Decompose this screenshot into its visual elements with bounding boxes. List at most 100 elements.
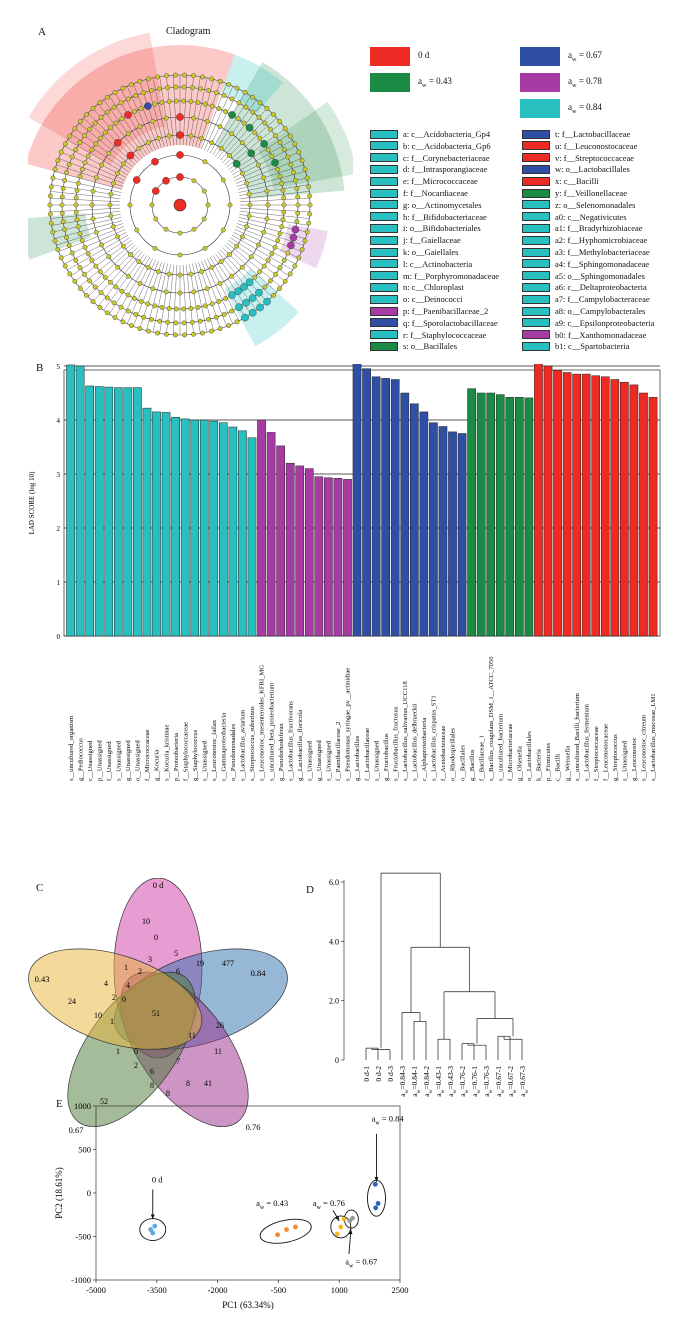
lda-bar (75, 365, 85, 637)
taxon-legend-item: n: c__Chloroplast (370, 281, 464, 293)
lda-bar (591, 375, 601, 637)
cladogram-node (227, 153, 232, 158)
bar-label: s__Unassigned (373, 740, 380, 781)
bar-label: s__Lactobacillus_fermentum (583, 703, 590, 781)
cladogram-node (98, 114, 104, 120)
taxon-label: a9: c__Epsilonproteobacteria (555, 317, 655, 328)
cladogram-node (79, 238, 85, 243)
cladogram-node (306, 220, 312, 226)
dendrogram-leaf-label: aw=0.67-2 (506, 1066, 518, 1097)
cladogram-node (125, 96, 131, 102)
taxon-label: o: c__Deinococci (403, 294, 463, 305)
cladogram-node (74, 217, 80, 222)
cladogram-node (245, 278, 254, 287)
bar-label: f__Lactobacillaceae (364, 728, 371, 781)
cladogram-node (248, 308, 257, 317)
taxon-swatch (370, 271, 398, 281)
cladogram-node (285, 250, 291, 256)
cladogram-node (149, 317, 154, 322)
lda-bar (295, 465, 305, 637)
cladogram-node (115, 170, 121, 176)
cladogram-node (232, 160, 241, 168)
cladogram-node (163, 115, 169, 121)
cladogram-node (78, 286, 83, 291)
x-tick-label: 1000 (331, 1285, 348, 1295)
taxon-swatch (370, 259, 398, 269)
cladogram-node (97, 269, 103, 275)
group-swatch (520, 47, 560, 66)
cladogram-node (287, 133, 293, 139)
venn-count: 41 (204, 1079, 212, 1088)
venn-count: 6 (176, 967, 180, 976)
pca-point (293, 1224, 298, 1230)
bar-label: s__Lactobacillus_salivarius_UCC118 (402, 681, 409, 781)
bar-label: g__Unassigned (125, 740, 132, 781)
taxon-legend-item: g: o__Actinomycetales (370, 199, 482, 211)
bar-label: p__Firmicutes (545, 742, 552, 781)
taxon-swatch (522, 188, 550, 198)
cladogram-node (73, 202, 79, 208)
bar-label: s__Lactobacillus_aviarium (240, 709, 247, 781)
cladogram-node (84, 112, 89, 118)
cladogram-node (173, 98, 179, 104)
taxon-swatch (370, 141, 398, 151)
lda-bar (438, 426, 448, 637)
lda-bar (467, 388, 476, 637)
cladogram-node (64, 170, 69, 175)
cladogram-node (223, 109, 228, 114)
taxon-swatch (522, 259, 550, 269)
cladogram-node (55, 158, 61, 163)
cladogram-node (198, 86, 203, 92)
cladogram-node (59, 202, 65, 208)
lda-bar (247, 437, 257, 637)
cladogram-node (82, 244, 88, 250)
bar-label: c__Alphaproteobacteria (421, 718, 428, 781)
cladogram-node (155, 74, 160, 80)
cladogram-branch (67, 234, 129, 271)
cladogram-node (73, 209, 79, 215)
cladogram-node (260, 140, 268, 148)
cladogram-node (132, 109, 137, 114)
cladogram-node (47, 193, 53, 199)
cladogram-node (182, 72, 187, 78)
y-tick-label: -1000 (71, 1275, 91, 1285)
cladogram-node (257, 100, 263, 105)
taxon-legend-item: v: f__Streptococcaceae (522, 152, 634, 164)
bar-label: s__Unassigned (622, 740, 629, 781)
group-label: aw = 0.67 (568, 50, 602, 63)
taxon-label: m: f__Porphyromonadaceae (403, 270, 500, 281)
taxon-legend-item: i: o__Bifidobacteriales (370, 222, 481, 234)
taxon-swatch (522, 271, 550, 281)
cladogram-node (64, 235, 69, 240)
taxon-swatch (370, 212, 398, 222)
cladogram-node (281, 209, 287, 215)
cladogram-node (50, 229, 56, 235)
lda-bar (333, 478, 343, 637)
bar-label: s__Bacillus_coagulans_DSM_1__ATCC_7050 (488, 656, 495, 781)
lda-bar (581, 373, 591, 637)
lda-bar (152, 411, 161, 637)
cladogram-node (176, 131, 184, 139)
bar-label: g__Staphylococcus (192, 729, 199, 781)
lda-bar (409, 403, 419, 637)
cladogram-node (162, 176, 170, 185)
cladogram-root-node (173, 198, 187, 212)
cladogram-node (141, 314, 146, 320)
cladogram-node (85, 251, 91, 257)
taxon-legend-item: s: o__Bacillales (370, 340, 457, 352)
cladogram-branch (224, 244, 277, 293)
group-ellipse (259, 1218, 312, 1244)
venn-set-label: 0.84 (251, 968, 267, 978)
taxon-legend-item: j: f__Gaiellaceae (370, 234, 461, 246)
cladogram-node (281, 195, 287, 201)
taxon-label: a1: f__Bradyrhizobiaceae (555, 223, 643, 234)
cladogram-node (236, 100, 242, 106)
lda-bar (515, 397, 524, 637)
cladogram-node (120, 85, 126, 91)
cladogram-node (269, 251, 275, 257)
cladogram-node (188, 133, 194, 139)
cladogram-node (113, 120, 119, 126)
bar-label: o__Bacillales (459, 745, 466, 781)
cladogram-node (173, 306, 179, 312)
cladogram-node (252, 130, 258, 136)
